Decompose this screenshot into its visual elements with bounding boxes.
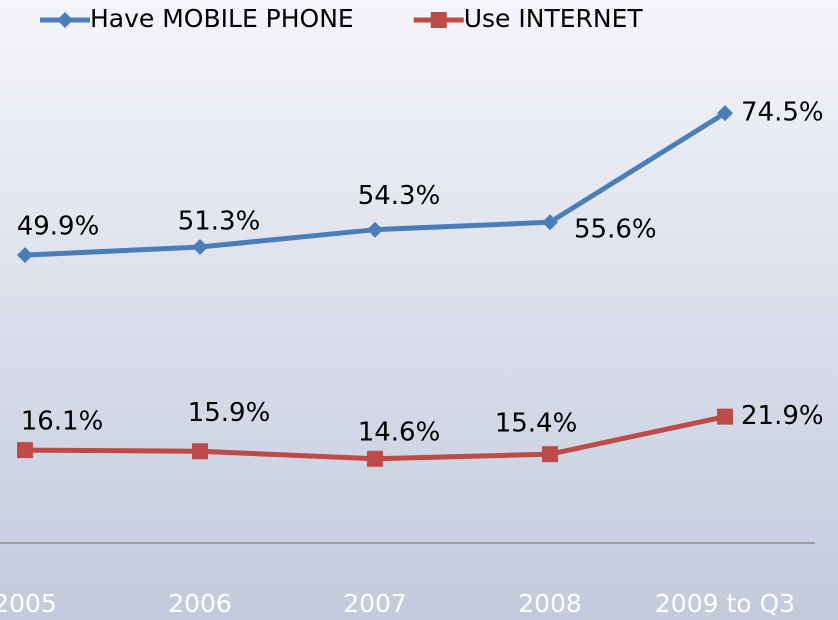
x-tick-label: 2008: [518, 589, 582, 618]
x-tick-label: 2006: [168, 589, 232, 618]
data-label: 55.6%: [574, 215, 657, 245]
x-tick-label: 2009 to Q3: [655, 589, 795, 618]
data-label: 14.6%: [358, 417, 441, 447]
x-tick-label: 2007: [343, 589, 407, 618]
data-label: 49.9%: [17, 212, 100, 242]
data-label: 16.1%: [21, 407, 104, 437]
marker: [542, 214, 558, 231]
marker: [717, 408, 733, 425]
marker: [57, 12, 73, 28]
marker: [430, 12, 447, 28]
legend-label: Use INTERNET: [464, 4, 644, 33]
x-tick-label: 2005: [0, 589, 57, 618]
marker: [192, 443, 208, 460]
marker: [17, 247, 33, 264]
data-label: 15.4%: [495, 409, 578, 439]
data-label: 51.3%: [178, 206, 261, 236]
data-label: 15.9%: [188, 398, 271, 428]
marker: [192, 238, 208, 255]
data-label: 74.5%: [741, 98, 824, 128]
marker: [367, 450, 383, 467]
marker: [367, 221, 383, 238]
marker: [17, 442, 33, 459]
marker: [717, 105, 733, 122]
data-label: 21.9%: [741, 401, 824, 431]
data-label: 54.3%: [358, 181, 441, 211]
legend-label: Have MOBILE PHONE: [90, 4, 354, 33]
marker: [542, 446, 558, 463]
